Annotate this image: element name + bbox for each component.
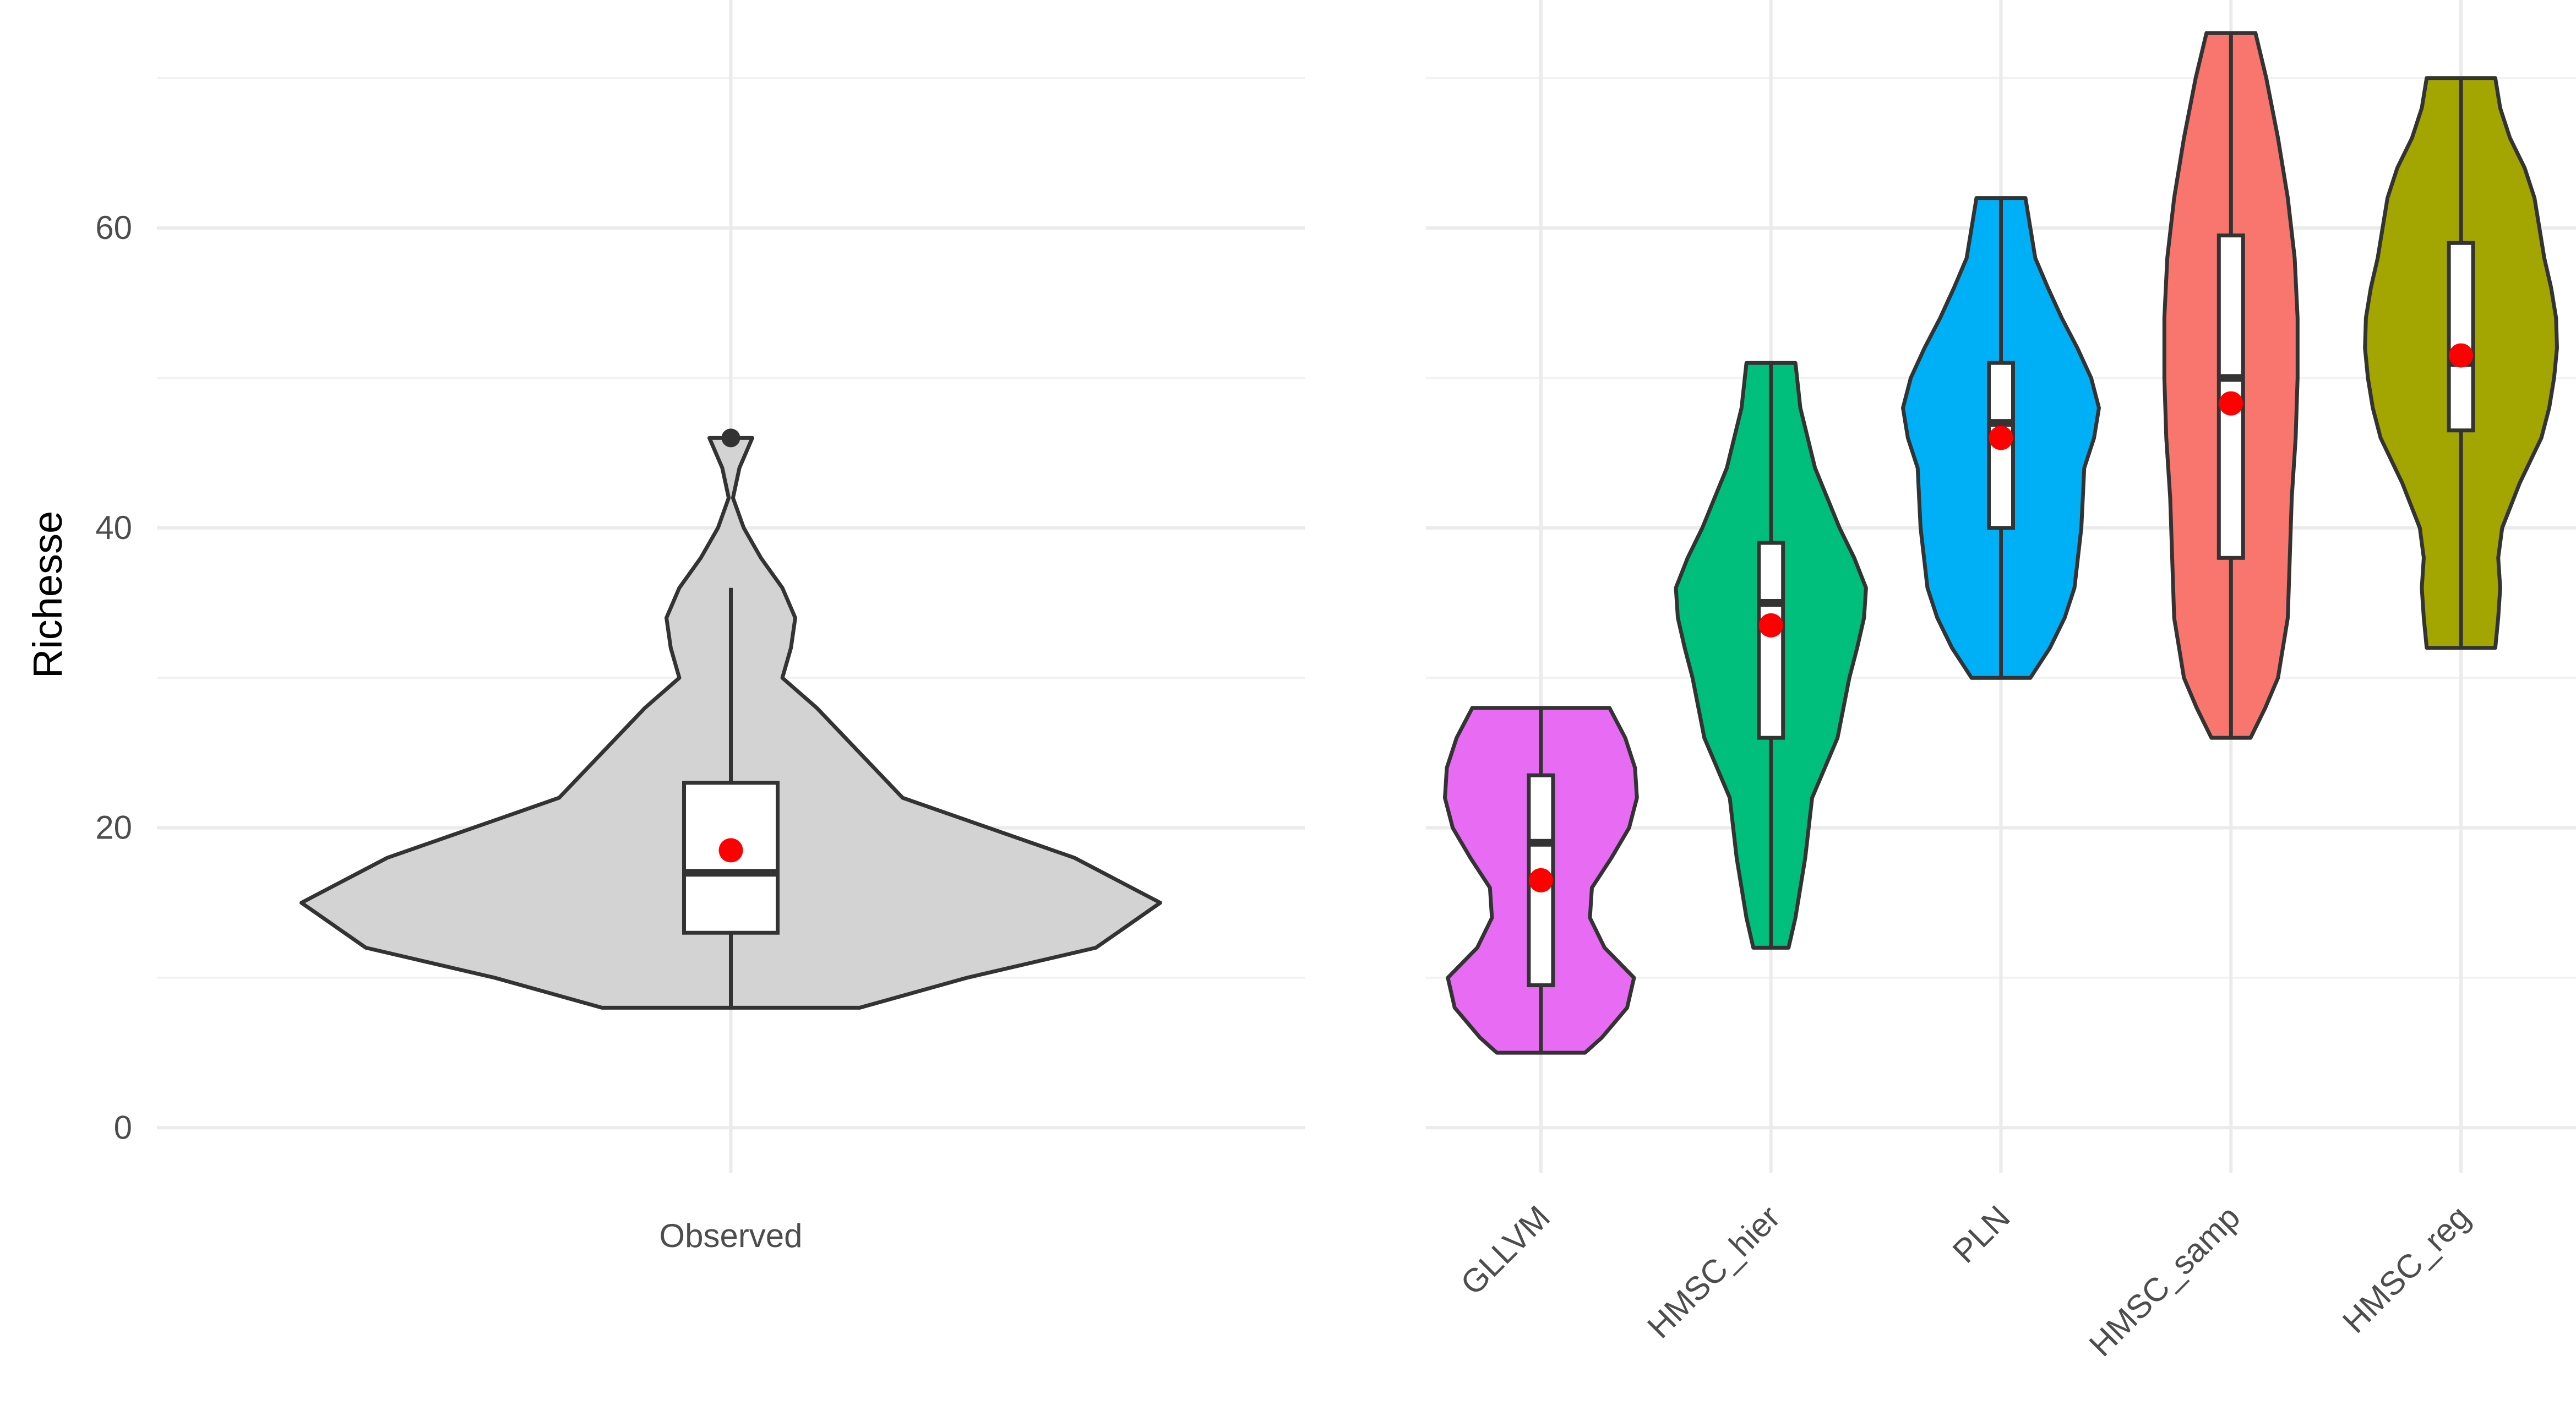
violin-group-gllvm bbox=[1443, 706, 1639, 1055]
y-tick-label-40: 40 bbox=[95, 509, 132, 546]
box-hmsc-hier bbox=[1757, 541, 1785, 740]
violin-group-observed bbox=[299, 428, 1162, 1010]
violin-group-hmsc-hier bbox=[1674, 361, 1868, 950]
observed-panel: 0 20 40 60 Observed bbox=[95, 0, 1305, 1254]
violin-group-pln bbox=[1901, 196, 2101, 680]
y-tick-label-60: 60 bbox=[95, 209, 132, 246]
mean-point-pln bbox=[1989, 426, 2013, 450]
x-tick-label-observed: Observed bbox=[659, 1217, 802, 1254]
violin-group-hmsc-samp bbox=[2162, 31, 2300, 740]
x-tick-label-gllvm: GLLVM bbox=[1453, 1199, 1557, 1302]
x-tick-label-pln: PLN bbox=[1946, 1199, 2017, 1270]
mean-point-gllvm bbox=[1528, 868, 1553, 892]
mean-point-hmsc-hier bbox=[1758, 613, 1783, 638]
mean-point-observed bbox=[718, 838, 743, 863]
x-tick-label-hmsc-hier: HMSC_hier bbox=[1640, 1199, 1787, 1346]
models-panel: GLLVM HMSC_hier PLN HMSC_samp HMSC_reg bbox=[1426, 0, 2576, 1363]
x-tick-label-hmsc-reg: HMSC_reg bbox=[2335, 1199, 2477, 1340]
outlier-observed-0 bbox=[721, 428, 740, 448]
y-tick-label-20: 20 bbox=[95, 809, 132, 846]
y-axis-title: Richesse bbox=[25, 511, 70, 678]
y-tick-label-0: 0 bbox=[114, 1109, 132, 1146]
mean-point-hmsc-reg bbox=[2449, 343, 2474, 368]
box-hmsc-reg bbox=[2447, 241, 2475, 433]
x-tick-label-hmsc-samp: HMSC_samp bbox=[2082, 1199, 2247, 1364]
mean-point-hmsc-samp bbox=[2219, 391, 2243, 416]
violin-group-hmsc-reg bbox=[2363, 76, 2559, 650]
